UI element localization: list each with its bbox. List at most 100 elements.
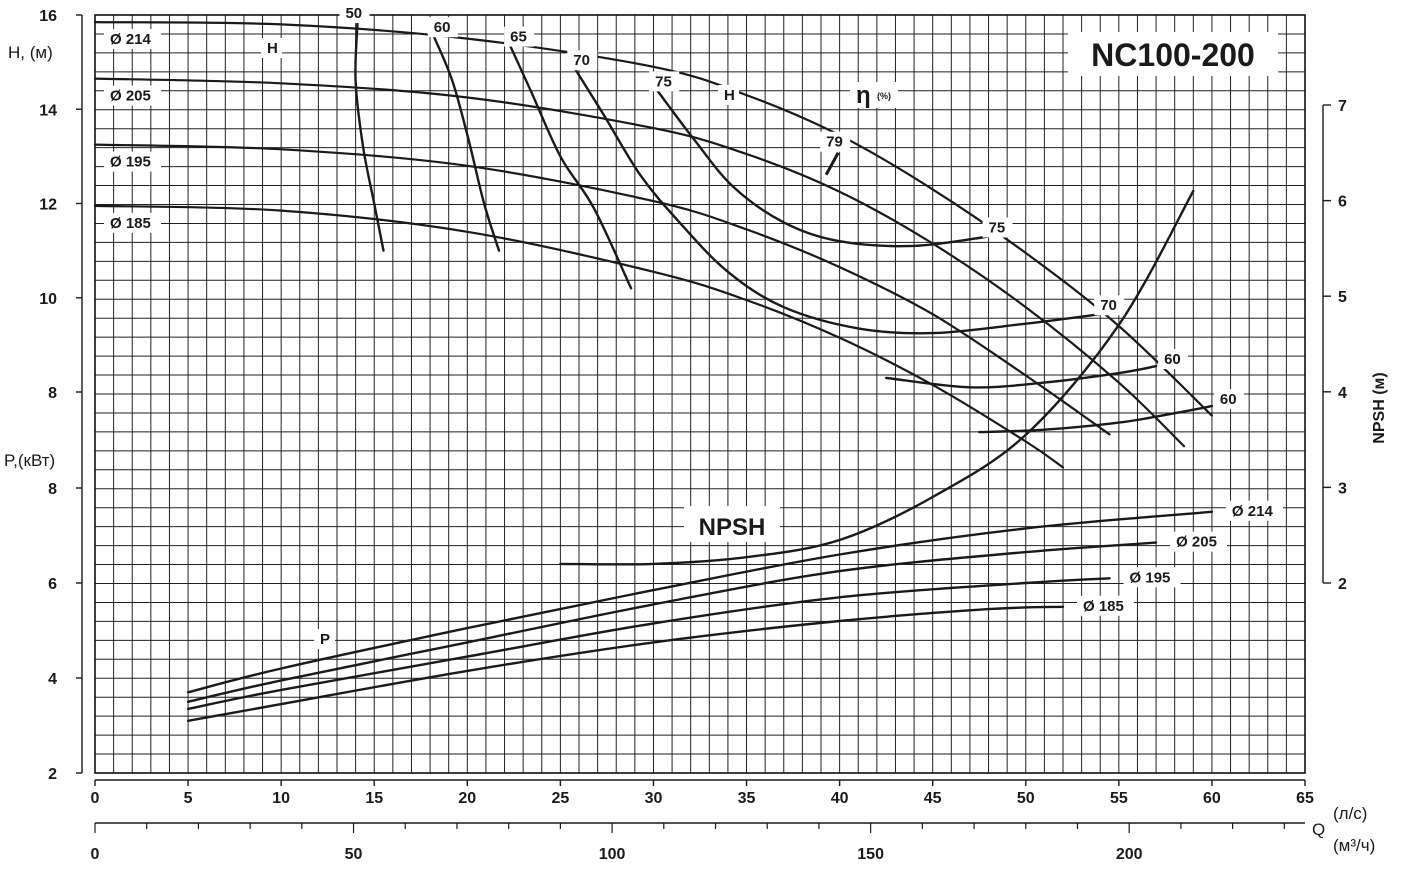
m3h-tick-label: 50 [345,846,363,863]
npsh-tick-label: 5 [1338,289,1347,306]
head-series-label-left-backdrop [261,38,282,58]
title-backdrop [1068,32,1278,76]
efficiency-curve [656,89,990,248]
q-axis-unit-secondary: (м³/ч) [1333,836,1375,855]
efficiency-curve [574,68,1102,335]
npsh-label-backdrop [684,506,780,542]
efficiency-curve [885,364,1158,389]
efficiency-curve-label-backdrop [504,26,535,47]
efficiency-curve-start-label-backdrop [649,71,680,92]
head-curve-label-backdrop [104,151,161,172]
q-tick-label: 55 [1110,790,1128,807]
npsh-tick-label: 7 [1338,98,1347,115]
q-tick-label: 10 [272,790,290,807]
power-curve-label: Ø 205 [1176,534,1217,551]
q-tick-label: 40 [831,790,849,807]
head-series-label-right: H [724,87,735,104]
chart-title-group: NC100-200 [1068,32,1278,76]
head-tick-label: 10 [39,291,57,308]
efficiency-curve-label-backdrop [1213,389,1244,410]
q-tick-label: 25 [551,790,569,807]
power-axis-title: P,(кВт) [4,451,55,470]
major-grid [94,14,1306,774]
power-tick-label: 2 [48,766,57,783]
power-curve-label-backdrop [1225,500,1283,521]
curves [93,20,1214,722]
efficiency-curve-label-backdrop [339,3,370,24]
labels: Ø 214 Ø 205 Ø 195 Ø 185 50 60 65 70 75 60 60 70 75 79… [104,3,1283,649]
head-curve-label-backdrop [104,29,161,50]
head-tick-label: 8 [48,385,57,402]
npsh-tick-label: 2 [1338,576,1347,593]
power-curve-label-backdrop [1077,595,1134,616]
head-curve-label: Ø 205 [110,88,151,105]
m3h-tick-label: 200 [1116,846,1143,863]
efficiency-curve-label-backdrop [1094,295,1125,316]
q-tick-label: 45 [924,790,942,807]
m3h-tick-label: 100 [599,846,626,863]
efficiency-curve-label: 50 [345,5,362,22]
npsh-curve [559,189,1195,566]
efficiency-curve-label-backdrop [1158,349,1189,370]
npsh-tick-label: 6 [1338,194,1347,211]
power-curve [186,605,1065,722]
power-curve-label-backdrop [1123,567,1181,588]
power-tick-label: 8 [48,481,57,498]
efficiency-curve-label: 60 [1164,351,1181,368]
power-series-label-backdrop [314,629,335,649]
head-series-label-left: H [267,40,278,57]
head-curve-label-backdrop [104,85,161,106]
q-tick-label: 0 [91,790,100,807]
efficiency-curve-label: 65 [510,29,527,46]
power-curve-label-backdrop [1170,531,1228,552]
q-tick-label: 60 [1203,790,1221,807]
head-tick-label: 12 [39,197,57,214]
npsh-tick-label: 3 [1338,480,1347,497]
npsh-tick-label: 4 [1338,385,1347,402]
q-tick-label: 20 [458,790,476,807]
efficiency-curve-label: 75 [989,219,1006,236]
efficiency-curve-start-label: 70 [573,52,590,69]
efficiency-series-label: η [856,82,871,109]
m3h-tick-label: 0 [91,846,100,863]
power-series-label: P [320,631,330,648]
efficiency-curve [978,404,1214,434]
q-axis-unit-primary: (л/с) [1333,804,1367,823]
efficiency-peak-marker [824,152,840,176]
m3h-tick-label: 150 [857,846,884,863]
efficiency-curve-label: 60 [1220,391,1237,408]
q-tick-label: 15 [365,790,383,807]
head-series-label-right-backdrop [718,85,739,105]
q-tick-label: 50 [1017,790,1035,807]
head-axis-title: H, (м) [8,43,53,62]
q-tick-label: 65 [1296,790,1314,807]
efficiency-curve-label-backdrop [427,17,458,38]
plot-frame [94,14,1306,774]
efficiency-curve [432,35,501,252]
head-curve [93,77,1186,448]
head-curve-label: Ø 195 [110,154,151,171]
npsh-series-label: NPSH [699,514,766,541]
efficiency-curve-label-backdrop [982,217,1013,238]
head-curve [93,143,1111,436]
q-tick-label: 5 [184,790,193,807]
power-tick-label: 4 [48,671,57,688]
eta-backdrop [850,82,898,108]
q-tick-label: 35 [738,790,756,807]
q-axis-title: Q [1312,820,1325,839]
efficiency-unit-label: (%) [877,91,891,101]
power-tick-label: 6 [48,576,57,593]
power-curve [186,577,1111,711]
head-curve-label: Ø 185 [110,215,151,232]
power-curve-label: Ø 214 [1232,503,1274,520]
head-curve [93,204,1065,469]
chart-title: NC100-200 [1091,37,1255,73]
npsh-axis-title: NPSH (м) [1371,372,1388,443]
power-curve-label: Ø 185 [1083,598,1124,615]
minor-grid [94,14,1306,774]
head-tick-label: 14 [39,102,57,119]
power-curve [186,510,1214,694]
